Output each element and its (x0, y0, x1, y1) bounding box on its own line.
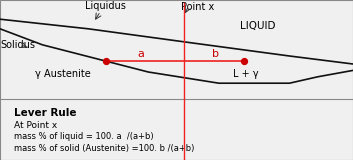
Text: Point x: Point x (181, 2, 214, 12)
Point (241, 60, 246, 62)
Text: L + γ: L + γ (233, 69, 259, 79)
Text: γ Austenite: γ Austenite (35, 69, 91, 79)
Text: At Point x: At Point x (14, 121, 58, 130)
Text: Solidus: Solidus (0, 40, 35, 50)
Point (103, 60, 109, 62)
Text: LIQUID: LIQUID (240, 21, 276, 31)
Text: mass % of solid (Austenite) =100. b /(a+b): mass % of solid (Austenite) =100. b /(a+… (14, 144, 195, 152)
Text: Lever Rule: Lever Rule (14, 108, 77, 118)
Text: b: b (212, 49, 219, 59)
Text: mass % of liquid = 100. a  /(a+b): mass % of liquid = 100. a /(a+b) (14, 132, 154, 141)
Text: a: a (138, 49, 145, 59)
Text: Liquidus: Liquidus (85, 1, 126, 11)
